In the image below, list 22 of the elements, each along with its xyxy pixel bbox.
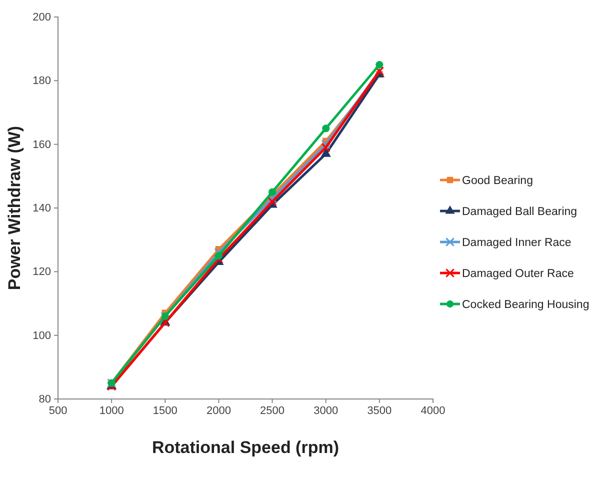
y-tick-label: 140 [32,202,51,215]
x-tick-label: 3000 [314,404,338,417]
x-tick-label: 2500 [260,404,285,417]
x-tick-label: 1500 [152,404,178,417]
x-tick-label: 500 [48,404,68,417]
x-axis-title: Rotational Speed (rpm) [152,438,340,457]
y-tick-label: 100 [32,330,51,342]
y-tick-label: 120 [32,266,51,278]
legend-label: Damaged Outer Race [462,268,574,280]
y-tick-label: 200 [32,12,51,24]
legend-label: Good Bearing [462,175,533,187]
y-axis-title: Power Withdraw (W) [5,126,24,290]
x-tick-label: 4000 [420,404,446,417]
legend-label: Cocked Bearing Housing [462,299,590,311]
y-tick-label: 180 [32,75,51,88]
x-tick-label: 1000 [99,404,124,417]
y-tick-label: 80 [38,394,51,406]
legend-label: Damaged Ball Bearing [462,206,578,218]
legend-label: Damaged Inner Race [462,237,572,249]
x-tick-label: 2000 [206,404,231,417]
y-tick-label: 160 [32,138,51,151]
x-tick-label: 3500 [367,404,392,417]
